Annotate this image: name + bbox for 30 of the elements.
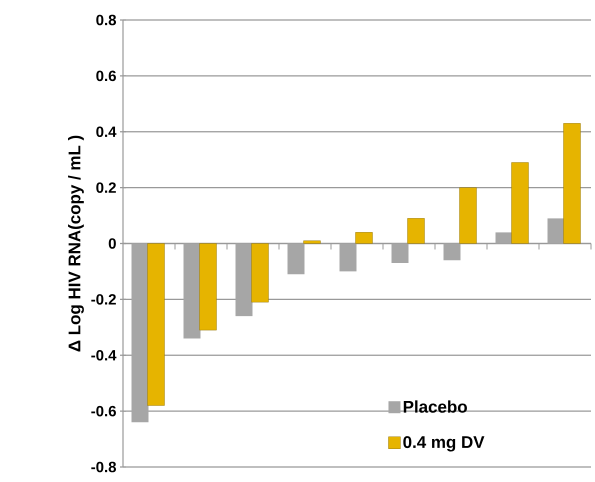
bar bbox=[147, 243, 165, 406]
bar bbox=[444, 243, 460, 260]
bar bbox=[132, 243, 148, 422]
y-tick-label: -0.4 bbox=[91, 350, 116, 361]
bar bbox=[407, 218, 425, 244]
bar bbox=[459, 187, 477, 244]
y-axis-title: Δ Log HIV RNA(copy / mL ) bbox=[68, 136, 84, 352]
bar bbox=[199, 243, 217, 330]
bar bbox=[251, 243, 269, 302]
bar bbox=[563, 123, 581, 244]
legend-label: 0.4 mg DV bbox=[403, 436, 484, 452]
y-tick-label: -0.6 bbox=[91, 406, 116, 416]
y-tick-label: 0.4 bbox=[96, 126, 116, 138]
bar bbox=[184, 243, 200, 338]
y-tick-label: -0.2 bbox=[91, 294, 116, 305]
bar bbox=[496, 232, 512, 244]
bar bbox=[392, 243, 408, 264]
bar bbox=[548, 218, 564, 244]
bar bbox=[288, 243, 304, 274]
bar bbox=[303, 240, 321, 244]
y-tick-label: 0.2 bbox=[96, 182, 116, 193]
y-tick-label: -0.8 bbox=[91, 462, 116, 472]
bar bbox=[236, 243, 252, 316]
bar bbox=[340, 243, 356, 272]
bar bbox=[511, 162, 529, 244]
bar bbox=[355, 232, 373, 244]
y-tick-label: 0.6 bbox=[96, 70, 116, 82]
legend-label: Placebo bbox=[404, 400, 467, 413]
y-tick-label: 0 bbox=[108, 238, 116, 249]
y-tick-label: 0.8 bbox=[96, 14, 116, 26]
